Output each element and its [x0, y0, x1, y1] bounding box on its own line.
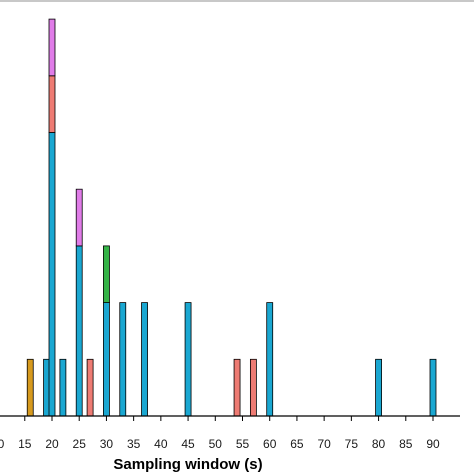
x-ticks-group: 10 15 20 25 30 35 40 45 50 55 60 65 70 75 80 85 90 [0, 416, 440, 451]
x-tick-label-15: 15 [18, 437, 32, 451]
bar-x80-blue-segment [375, 358, 382, 417]
bar-x37-blue-segment [141, 302, 148, 417]
x-tick-label-80: 80 [372, 437, 386, 451]
x-tick-label-45: 45 [181, 437, 195, 451]
x-tick-label-30: 30 [100, 437, 114, 451]
bar-x30-blue-segment [103, 302, 110, 417]
x-axis-title: Sampling window (s) [113, 456, 262, 473]
bar-x27-red-segment [86, 358, 94, 417]
x-tick-label-65: 65 [290, 437, 304, 451]
bar-x25-blue-segment [75, 245, 83, 417]
bar-x33-blue-segment [119, 302, 127, 417]
bar-x54-red-segment [233, 358, 241, 417]
x-tick-label-85: 85 [399, 437, 413, 451]
bar-x20-blue-segment [48, 132, 56, 417]
bar-x20-red-segment [48, 75, 56, 133]
bar-x30-green-segment [103, 245, 110, 303]
x-tick-label-75: 75 [345, 437, 359, 451]
x-tick-label-25: 25 [73, 437, 87, 451]
bar-x25-purple-segment [75, 188, 83, 247]
x-tick-label-90: 90 [426, 437, 440, 451]
x-tick-label-40: 40 [154, 437, 168, 451]
x-tick-label-55: 55 [236, 437, 250, 451]
x-tick-label-35: 35 [127, 437, 141, 451]
bar-x22-blue-segment [59, 358, 67, 417]
bar-x20-purple-segment [48, 18, 56, 77]
bar-x45-blue-segment [184, 302, 192, 417]
bars-group [26, 18, 437, 417]
x-tick-label-70: 70 [317, 437, 331, 451]
x-tick-label-10: 10 [0, 437, 5, 451]
bar-x60-blue-segment [266, 302, 274, 417]
bar-x57-red-segment [249, 358, 257, 417]
x-tick-label-20: 20 [45, 437, 59, 451]
bar-x16-orange-segment [26, 358, 34, 417]
bar-x90-blue-segment [429, 358, 437, 417]
x-tick-label-60: 60 [263, 437, 277, 451]
x-tick-label-50: 50 [209, 437, 223, 451]
